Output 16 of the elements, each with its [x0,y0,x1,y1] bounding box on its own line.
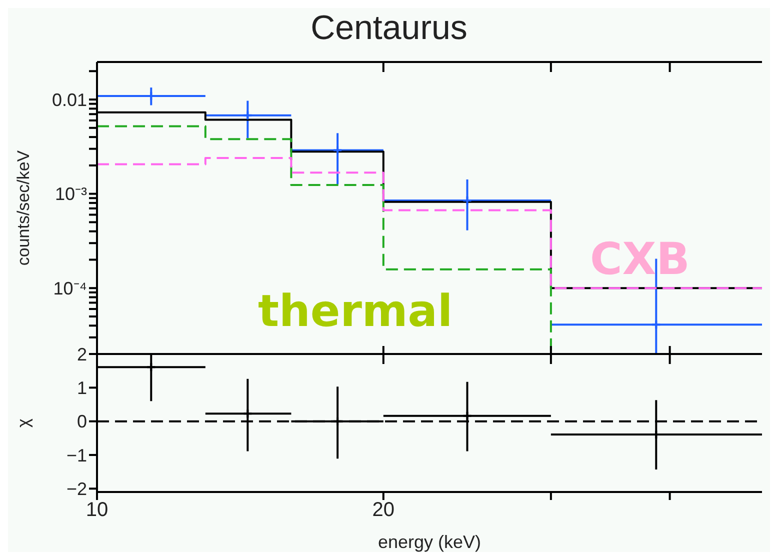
x-tick-label: 10 [86,499,108,522]
chart-title: Centaurus [310,8,468,48]
y-axis-title: χ [14,418,34,428]
annotation: thermal [258,286,453,338]
y-axis-title: counts/sec/keV [14,150,34,266]
y-tick-label: −2 [66,479,87,500]
annotation: CXB [590,234,690,286]
y-tick-label: 10⁻⁴ [53,278,87,298]
x-tick-label: 20 [372,499,395,522]
y-tick-label: 0.01 [52,90,87,110]
x-axis-title: energy (keV) [378,532,482,552]
y-tick-label: 1 [76,378,87,398]
y-tick-label: −1 [66,445,87,466]
y-tick-label: 2 [76,344,87,364]
y-tick-label: 10⁻³ [54,184,88,204]
y-tick-label: 0 [76,412,87,432]
